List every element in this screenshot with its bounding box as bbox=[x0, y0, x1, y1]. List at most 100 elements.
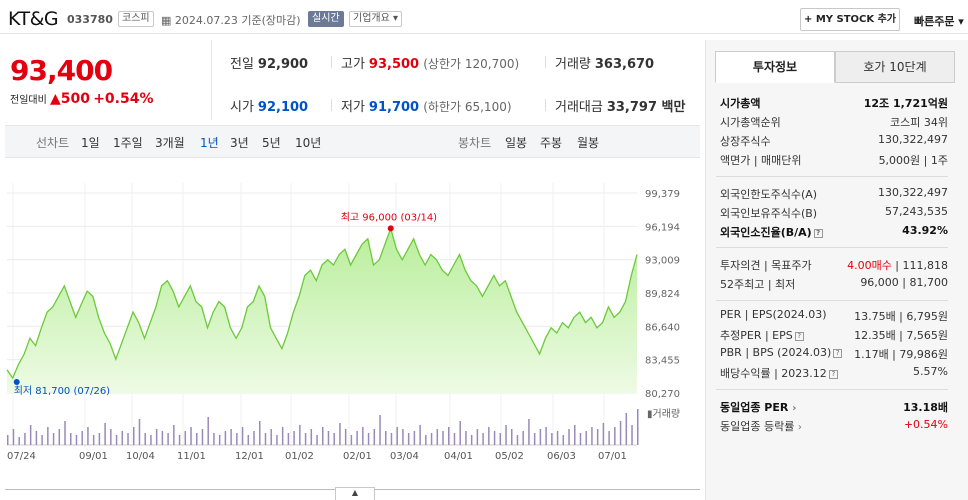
volume-bar bbox=[637, 409, 639, 445]
period-tab[interactable]: 1주일 bbox=[113, 136, 143, 150]
volume-bar bbox=[608, 431, 610, 445]
volume-bar bbox=[24, 433, 26, 445]
info-row: 시가총액순위 코스피 34위 bbox=[720, 116, 948, 129]
volume-bar bbox=[247, 435, 250, 445]
period-tab[interactable]: 3개월 bbox=[155, 136, 185, 150]
volume-bar bbox=[339, 423, 341, 445]
chevron-up-icon: ▲ bbox=[351, 488, 359, 497]
add-mystock-button[interactable]: + MY STOCK 추가 bbox=[800, 8, 900, 31]
volume-bar bbox=[293, 431, 295, 445]
info-row: 외국인소진율(B/A)? 43.92% bbox=[720, 224, 948, 239]
volume-bar bbox=[619, 421, 622, 445]
quote-low: 저가 91,700 (하한가 65,100) bbox=[341, 100, 512, 115]
volume-bar bbox=[75, 435, 78, 445]
date-label: ▦ 2024.07.23 기준(장마감) bbox=[161, 12, 301, 28]
volume-bar bbox=[516, 435, 519, 445]
period-tab[interactable]: 1일 bbox=[81, 136, 100, 150]
price-chart[interactable]: 99,379 96,194 93,009 89,824 86,640 83,455 80,2… bbox=[5, 165, 695, 465]
volume-bar bbox=[230, 429, 232, 445]
volume-bar bbox=[591, 427, 593, 445]
volume-bar bbox=[218, 435, 221, 445]
divider bbox=[716, 300, 948, 301]
volume-bar bbox=[133, 427, 135, 445]
info-row: 외국인보유주식수(B) 57,243,535 bbox=[720, 205, 948, 220]
candle-tab[interactable]: 월봉 bbox=[577, 136, 600, 150]
quote-amount: 거래대금 33,797 백만 bbox=[555, 100, 686, 115]
candle-tab[interactable]: 일봉 bbox=[505, 136, 528, 150]
volume-bar bbox=[465, 431, 467, 445]
volume-bar bbox=[190, 427, 192, 445]
volume-bar bbox=[333, 433, 335, 445]
volume-bar bbox=[201, 429, 204, 445]
volume-bar bbox=[511, 429, 513, 445]
period-tab[interactable]: 3년 bbox=[230, 136, 249, 150]
volume-bar bbox=[373, 429, 376, 445]
info-row[interactable]: 동일업종 등락률 › +0.54% bbox=[720, 418, 948, 433]
tab-invest-info[interactable]: 투자정보 bbox=[715, 51, 835, 83]
volume-bar bbox=[482, 433, 484, 445]
volume-bar bbox=[459, 421, 461, 445]
volume-bar bbox=[178, 435, 181, 445]
market-badge: 코스피 bbox=[118, 11, 154, 27]
volume-bar bbox=[316, 435, 318, 445]
divider bbox=[211, 40, 212, 120]
volume-bar bbox=[264, 433, 267, 445]
volume-bar bbox=[110, 429, 112, 445]
volume-bar bbox=[419, 425, 421, 445]
period-tab-active[interactable]: 1년 bbox=[200, 136, 219, 150]
volume-bar bbox=[327, 431, 330, 445]
stock-name: KT&G bbox=[8, 8, 59, 30]
live-button[interactable]: 실시간 bbox=[308, 11, 344, 27]
volume-bar bbox=[64, 421, 66, 445]
period-tab[interactable]: 10년 bbox=[295, 136, 322, 150]
volume-bar bbox=[12, 429, 15, 445]
line-chart-label: 선차트 bbox=[36, 136, 70, 150]
quote-prev: 전일 92,900 bbox=[230, 57, 309, 72]
volume-bar bbox=[213, 433, 215, 445]
volume-bar bbox=[259, 421, 261, 445]
help-icon[interactable]: ? bbox=[828, 370, 838, 379]
volume-bar bbox=[81, 431, 83, 445]
volume-bar bbox=[299, 425, 301, 445]
volume-bar bbox=[379, 415, 381, 445]
candle-tab[interactable]: 주봉 bbox=[540, 136, 563, 150]
calendar-icon: ▦ bbox=[161, 14, 172, 27]
tab-hoga[interactable]: 호가 10단계 bbox=[835, 51, 955, 83]
volume-bar bbox=[207, 417, 209, 445]
volume-bar bbox=[488, 427, 490, 445]
divider bbox=[331, 56, 332, 68]
x-tick-label: 05/02 bbox=[495, 451, 524, 462]
volume-bar bbox=[161, 431, 164, 445]
volume-bar bbox=[539, 429, 542, 445]
max-label: 최고 96,000 (03/14) bbox=[341, 211, 437, 223]
volume-bar bbox=[70, 433, 72, 445]
volume-bar bbox=[453, 433, 456, 445]
collapse-chart-button[interactable]: ▲ bbox=[335, 487, 375, 500]
volume-bar bbox=[436, 429, 439, 445]
volume-bar bbox=[407, 433, 410, 445]
divider bbox=[716, 176, 948, 177]
x-tick-label: 11/01 bbox=[177, 451, 206, 462]
info-row[interactable]: 동일업종 PER › 13.18배 bbox=[720, 401, 948, 414]
help-icon[interactable]: ? bbox=[794, 332, 804, 341]
volume-bar bbox=[184, 431, 187, 445]
volume-bar bbox=[35, 431, 38, 445]
volume-bar bbox=[396, 427, 398, 445]
stock-code: 033780 bbox=[67, 13, 113, 26]
info-row: PBR | BPS (2024.03)? 1.17배 | 79,986원 bbox=[720, 346, 948, 361]
corp-overview-dropdown[interactable]: 기업개요 ▾ bbox=[349, 11, 402, 27]
volume-bar bbox=[625, 413, 628, 445]
help-icon[interactable]: ? bbox=[813, 229, 823, 238]
period-tab[interactable]: 5년 bbox=[262, 136, 281, 150]
volume-bar bbox=[115, 435, 118, 445]
volume-bar bbox=[58, 429, 61, 445]
x-tick-label: 06/03 bbox=[547, 451, 576, 462]
quick-order-button[interactable]: 빠른주문 ▾ bbox=[914, 15, 964, 28]
volume-bar bbox=[276, 435, 278, 445]
help-icon[interactable]: ? bbox=[833, 349, 843, 358]
x-tick-label: 01/02 bbox=[285, 451, 314, 462]
x-tick-label: 10/04 bbox=[126, 451, 155, 462]
stock-header: KT&G 033780 코스피 ▦ 2024.07.23 기준(장마감) 실시간… bbox=[0, 0, 968, 34]
quote-volume: 거래량 363,670 bbox=[555, 57, 655, 72]
volume-bar bbox=[322, 427, 324, 445]
